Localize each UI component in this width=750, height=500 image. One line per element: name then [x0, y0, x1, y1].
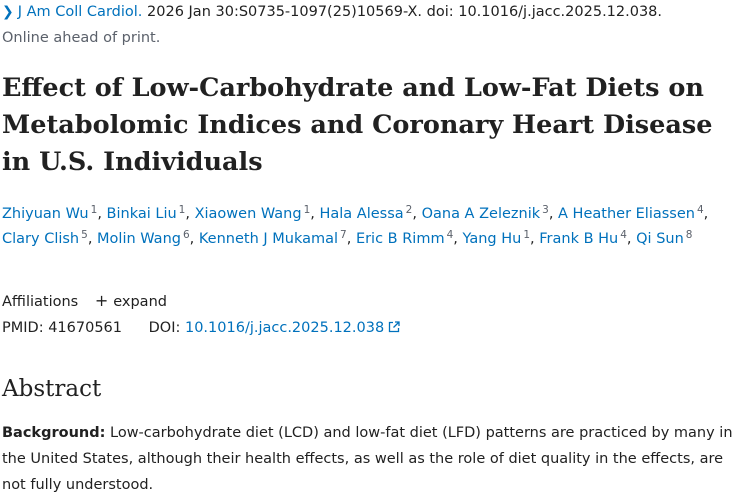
doi-value: 10.1016/j.jacc.2025.12.038	[184, 320, 385, 336]
author-name: Qi Sun	[636, 231, 684, 247]
author-link[interactable]: Eric B Rimm 4	[355, 229, 454, 247]
abstract-heading: Abstract	[2, 376, 102, 402]
affiliation-number[interactable]: 1	[303, 204, 311, 216]
publication-status: Online ahead of print.	[2, 30, 161, 46]
pmid-label: PMID:	[2, 320, 44, 336]
author-separator: ,	[530, 231, 540, 247]
author-name: Kenneth J Mukamal	[198, 231, 339, 247]
author-link[interactable]: A Heather Eliassen 4	[558, 204, 704, 222]
expand-affiliations-button[interactable]: + expand	[94, 291, 167, 310]
author-link[interactable]: Clary Clish 5	[2, 229, 88, 247]
citation-details: 2026 Jan 30:S0735-1097(25)10569-X. doi: …	[147, 4, 663, 20]
affiliation-number[interactable]: 7	[340, 229, 347, 241]
article-title: Effect of Low-Carbohydrate and Low-Fat D…	[2, 73, 713, 177]
plus-icon: +	[94, 291, 109, 310]
author-name: Xiaowen Wang	[194, 206, 302, 222]
identifiers-row: PMID: 41670561 DOI: 10.1016/j.jacc.2025.…	[2, 320, 400, 336]
author-link[interactable]: Yang Hu 1	[462, 229, 531, 247]
affiliation-number[interactable]: 1	[523, 229, 531, 241]
affiliation-number[interactable]: 3	[542, 204, 549, 216]
author-name: Oana A Zeleznik	[421, 206, 541, 222]
author-name: A Heather Eliassen	[558, 206, 695, 222]
expand-label: expand	[113, 294, 167, 310]
author-separator: ,	[453, 231, 463, 247]
author-separator: ,	[412, 206, 422, 222]
author-link[interactable]: Molin Wang 6	[97, 229, 190, 247]
author-separator: ,	[310, 206, 320, 222]
author-link[interactable]: Frank B Hu 4	[539, 229, 627, 247]
author-separator: ,	[189, 231, 199, 247]
pmid-value: 41670561	[48, 320, 123, 336]
author-separator: ,	[87, 231, 98, 247]
author-name: Molin Wang	[97, 231, 181, 247]
affiliation-number[interactable]: 1	[178, 204, 186, 216]
author-link[interactable]: Hala Alessa 2	[319, 204, 413, 222]
affiliations-row: Affiliations + expand	[2, 291, 167, 310]
affiliation-number[interactable]: 4	[620, 229, 627, 241]
author-separator: ,	[185, 206, 195, 222]
external-link-icon	[389, 321, 400, 333]
chevron-right-icon: ❯	[2, 4, 14, 20]
author-link[interactable]: Kenneth J Mukamal 7	[198, 229, 347, 247]
affiliation-number[interactable]: 5	[81, 229, 88, 241]
author-link[interactable]: Qi Sun 8	[636, 229, 693, 247]
affiliation-number[interactable]: 4	[696, 204, 704, 216]
author-separator: ,	[97, 206, 107, 222]
author-link[interactable]: Oana A Zeleznik 3	[421, 204, 549, 222]
author-name: Yang Hu	[462, 231, 522, 247]
affiliation-number[interactable]: 6	[182, 229, 190, 241]
author-name: Hala Alessa	[319, 206, 404, 222]
author-link[interactable]: Xiaowen Wang 1	[194, 204, 311, 222]
background-label: Background:	[2, 425, 106, 441]
author-name: Frank B Hu	[539, 231, 619, 247]
author-separator: ,	[703, 206, 709, 222]
author-name: Binkai Liu	[106, 206, 177, 222]
doi-label: DOI:	[148, 320, 181, 336]
affiliation-number[interactable]: 4	[446, 229, 454, 241]
author-link[interactable]: Binkai Liu 1	[106, 204, 186, 222]
author-name: Zhiyuan Wu	[2, 206, 89, 222]
doi-link[interactable]: 10.1016/j.jacc.2025.12.038	[185, 320, 400, 336]
author-separator: ,	[548, 206, 559, 222]
affiliation-number[interactable]: 2	[405, 204, 413, 216]
author-link[interactable]: Zhiyuan Wu 1	[2, 204, 98, 222]
affiliation-number[interactable]: 8	[685, 229, 693, 241]
author-separator: ,	[626, 231, 637, 247]
affiliation-number[interactable]: 1	[90, 204, 98, 216]
journal-link[interactable]: J Am Coll Cardiol.	[17, 4, 143, 20]
author-name: Clary Clish	[2, 231, 80, 247]
affiliations-label: Affiliations	[2, 294, 79, 310]
author-list: Zhiyuan Wu 1, Binkai Liu 1, Xiaowen Wang 1,…	[2, 202, 748, 252]
abstract-background: Background: Low-carbohydrate diet (LCD) …	[2, 420, 748, 498]
background-text: Low-carbohydrate diet (LCD) and low-fat …	[2, 425, 733, 493]
author-separator: ,	[346, 231, 356, 247]
author-name: Eric B Rimm	[355, 231, 445, 247]
citation-line: ❯ J Am Coll Cardiol. 2026 Jan 30:S0735-10…	[2, 4, 662, 20]
